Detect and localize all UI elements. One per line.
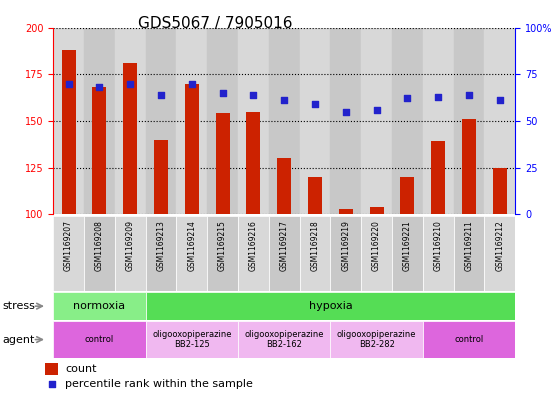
Bar — [207, 28, 238, 214]
Bar — [92, 87, 106, 214]
Bar — [484, 28, 515, 214]
Text: GDS5067 / 7905016: GDS5067 / 7905016 — [138, 16, 292, 31]
Bar — [207, 216, 238, 291]
Text: GSM1169216: GSM1169216 — [249, 220, 258, 271]
Bar — [400, 177, 414, 214]
Bar — [462, 119, 476, 214]
Bar — [146, 321, 238, 358]
Point — [311, 101, 320, 107]
Point — [125, 81, 135, 87]
Bar — [146, 28, 176, 214]
Point — [218, 90, 227, 96]
Point — [403, 95, 412, 101]
Text: GSM1169218: GSM1169218 — [310, 220, 320, 271]
Bar — [423, 28, 454, 214]
Text: percentile rank within the sample: percentile rank within the sample — [65, 378, 253, 389]
Bar — [53, 28, 84, 214]
Text: GSM1169221: GSM1169221 — [403, 220, 412, 271]
Bar — [370, 207, 384, 214]
Bar — [423, 321, 515, 358]
Point — [47, 380, 56, 387]
Bar — [269, 28, 300, 214]
Text: GSM1169208: GSM1169208 — [95, 220, 104, 271]
Bar — [454, 28, 484, 214]
Bar — [330, 28, 361, 214]
Point — [372, 107, 381, 113]
Point — [249, 92, 258, 98]
Bar — [246, 112, 260, 214]
Bar — [185, 84, 199, 214]
Bar — [238, 216, 269, 291]
Point — [64, 81, 73, 87]
Bar — [146, 292, 515, 320]
Text: GSM1169217: GSM1169217 — [279, 220, 289, 271]
Bar — [53, 321, 146, 358]
Point — [465, 92, 474, 98]
Bar — [176, 216, 207, 291]
Bar — [123, 63, 137, 214]
Point — [342, 108, 351, 115]
Bar — [53, 216, 84, 291]
Point — [434, 94, 443, 100]
Text: GSM1169211: GSM1169211 — [464, 220, 474, 271]
Bar — [238, 321, 330, 358]
Bar — [216, 113, 230, 214]
Bar — [431, 141, 445, 214]
Bar — [339, 209, 353, 214]
Bar — [53, 292, 146, 320]
Point — [156, 92, 166, 98]
Bar — [84, 28, 115, 214]
Text: oligooxopiperazine
BB2-282: oligooxopiperazine BB2-282 — [337, 330, 416, 349]
Bar — [115, 216, 146, 291]
Bar — [392, 28, 423, 214]
Bar — [115, 28, 146, 214]
Bar — [238, 28, 269, 214]
Bar — [454, 216, 484, 291]
Text: GSM1169213: GSM1169213 — [156, 220, 166, 271]
Text: GSM1169220: GSM1169220 — [372, 220, 381, 271]
Bar — [392, 216, 423, 291]
Text: count: count — [65, 364, 96, 374]
Bar — [493, 167, 507, 214]
Bar — [154, 140, 168, 214]
Text: control: control — [454, 335, 484, 344]
Text: stress: stress — [3, 301, 36, 311]
Bar — [308, 177, 322, 214]
Bar — [361, 216, 392, 291]
Text: GSM1169214: GSM1169214 — [187, 220, 197, 271]
Bar — [277, 158, 291, 214]
Text: oligooxopiperazine
BB2-162: oligooxopiperazine BB2-162 — [245, 330, 324, 349]
Text: GSM1169219: GSM1169219 — [341, 220, 351, 271]
Text: GSM1169209: GSM1169209 — [125, 220, 135, 271]
Bar — [300, 28, 330, 214]
Text: GSM1169215: GSM1169215 — [218, 220, 227, 271]
Bar — [330, 321, 423, 358]
Bar — [84, 216, 115, 291]
Bar — [45, 363, 58, 375]
Text: GSM1169212: GSM1169212 — [495, 220, 505, 271]
Bar — [146, 216, 176, 291]
Point — [280, 97, 289, 103]
Bar — [269, 216, 300, 291]
Text: GSM1169210: GSM1169210 — [433, 220, 443, 271]
Bar — [361, 28, 392, 214]
Text: agent: agent — [3, 334, 35, 345]
Text: GSM1169207: GSM1169207 — [64, 220, 73, 271]
Point — [95, 84, 104, 90]
Point — [187, 81, 197, 87]
Text: normoxia: normoxia — [73, 301, 125, 311]
Bar — [330, 216, 361, 291]
Bar — [176, 28, 207, 214]
Text: hypoxia: hypoxia — [309, 301, 352, 311]
Bar — [423, 216, 454, 291]
Bar — [300, 216, 330, 291]
Bar — [484, 216, 515, 291]
Point — [496, 97, 505, 103]
Text: control: control — [85, 335, 114, 344]
Text: oligooxopiperazine
BB2-125: oligooxopiperazine BB2-125 — [152, 330, 231, 349]
Bar — [62, 50, 76, 214]
